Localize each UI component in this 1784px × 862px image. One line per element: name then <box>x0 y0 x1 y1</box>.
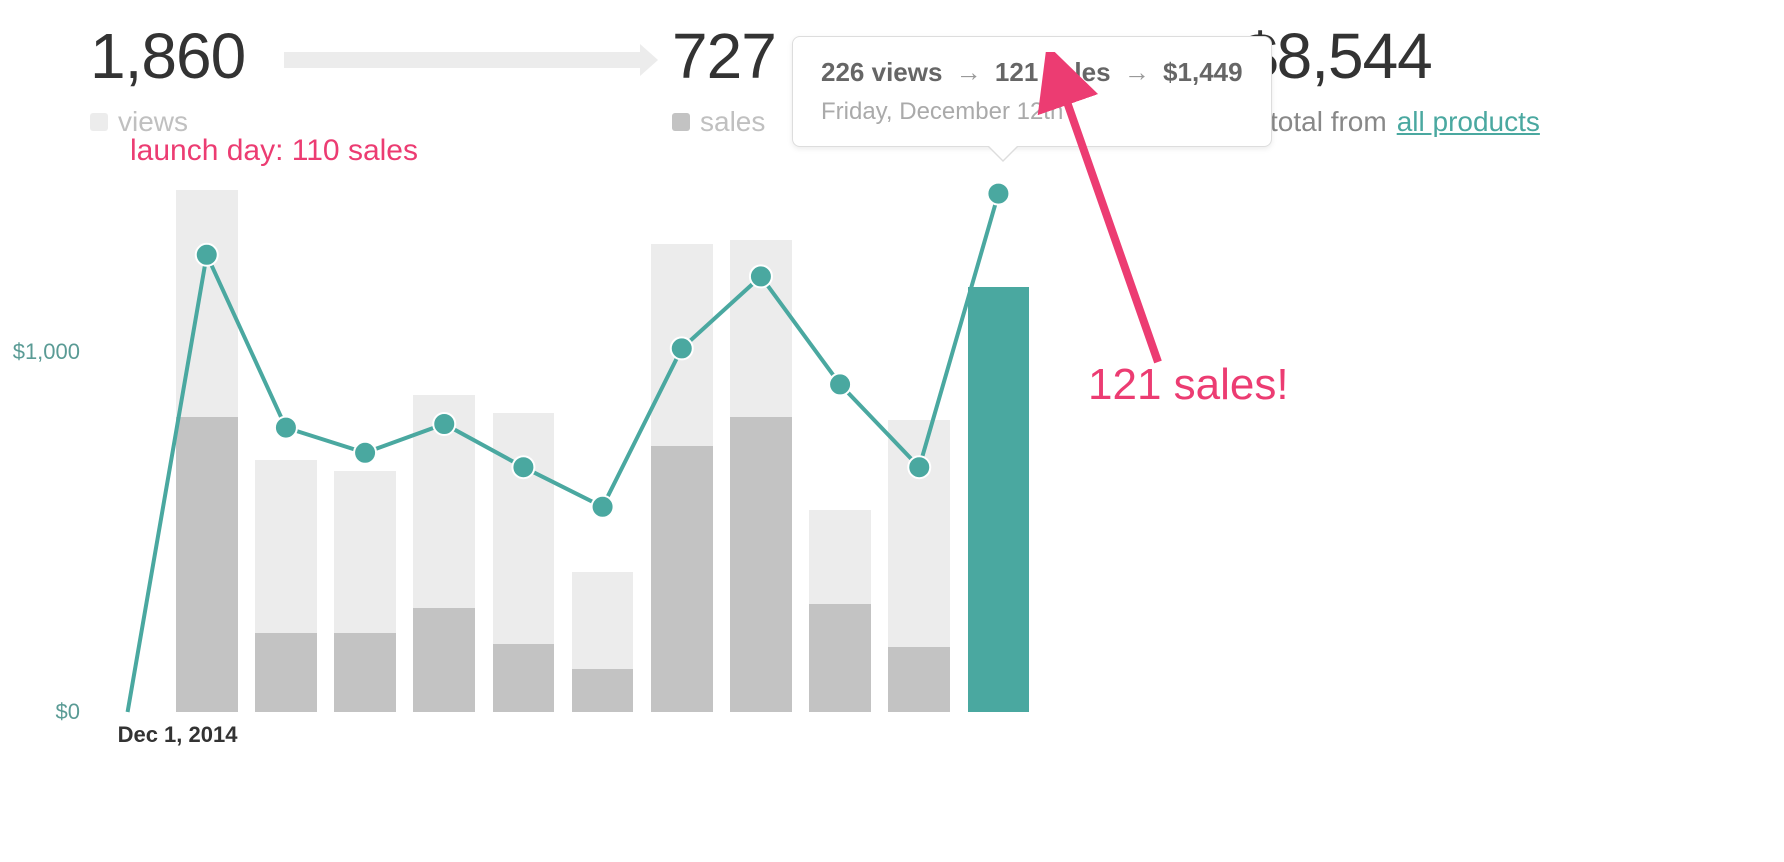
y-tick-label: $1,000 <box>13 339 88 365</box>
sales-value: 727 <box>672 24 812 88</box>
line-marker[interactable] <box>671 337 693 359</box>
views-value: 1,860 <box>90 24 270 88</box>
sales-label: sales <box>700 106 765 138</box>
line-marker[interactable] <box>433 413 455 435</box>
sales-label-row: sales <box>672 106 812 138</box>
line-marker[interactable] <box>592 496 614 518</box>
line-marker[interactable] <box>908 456 930 478</box>
sales-swatch <box>672 113 690 131</box>
x-axis-start-label: Dec 1, 2014 <box>118 722 238 748</box>
line-marker[interactable] <box>354 442 376 464</box>
line-marker[interactable] <box>275 417 297 439</box>
funnel-arrow-icon <box>284 52 644 68</box>
metric-total: $8,544 total from all products <box>1242 24 1540 138</box>
annotation-arrow-icon <box>1030 52 1188 392</box>
line-marker[interactable] <box>512 456 534 478</box>
views-swatch <box>90 113 108 131</box>
arrow-right-icon: → <box>950 57 988 87</box>
sales-chart: $0$1,000 <box>88 172 1038 712</box>
total-label-prefix: total from <box>1270 106 1387 138</box>
y-tick-label: $0 <box>56 699 88 725</box>
total-label-row: total from all products <box>1242 106 1540 138</box>
line-marker[interactable] <box>987 183 1009 205</box>
total-value: $8,544 <box>1242 24 1540 88</box>
annotation-launch-day: launch day: 110 sales <box>130 134 418 168</box>
line-marker[interactable] <box>196 244 218 266</box>
revenue-line <box>88 172 1038 712</box>
all-products-link[interactable]: all products <box>1397 106 1540 138</box>
line-marker[interactable] <box>750 265 772 287</box>
tooltip-views: 226 views <box>821 57 942 87</box>
line-marker[interactable] <box>829 373 851 395</box>
metric-sales: 727 sales <box>672 24 812 138</box>
metric-views: 1,860 views <box>90 24 270 138</box>
